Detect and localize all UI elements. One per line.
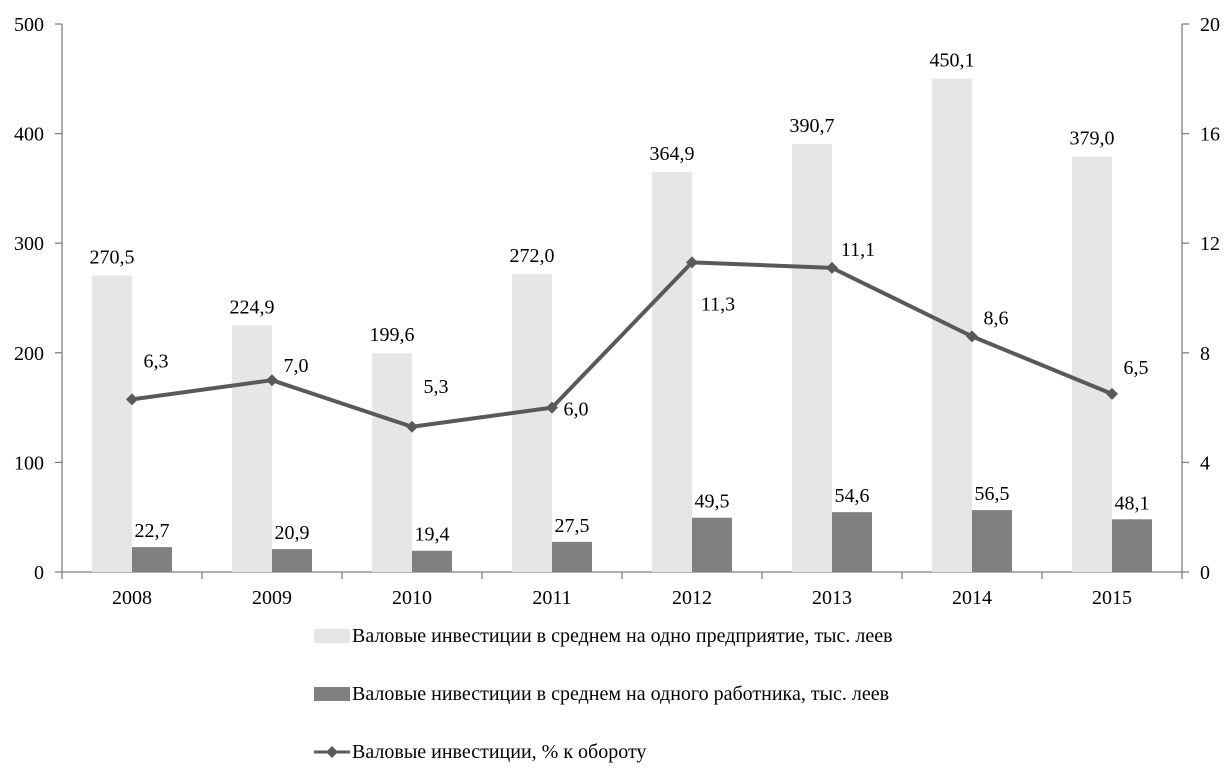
data-label-turnover: 11,1 bbox=[841, 239, 875, 261]
bars bbox=[92, 78, 1152, 573]
legend-swatch-enterprise bbox=[314, 629, 350, 643]
data-label-enterprise: 364,9 bbox=[650, 143, 695, 165]
data-label-worker: 49,5 bbox=[695, 491, 730, 513]
line-point-diamond bbox=[1106, 387, 1118, 400]
data-label-worker: 48,1 bbox=[1115, 492, 1150, 514]
bar-worker bbox=[552, 541, 592, 572]
y-left-tick-label: 400 bbox=[14, 124, 44, 146]
x-tick-label: 2014 bbox=[952, 587, 992, 609]
x-tick-label: 2009 bbox=[252, 587, 292, 609]
line-point-diamond bbox=[406, 420, 418, 433]
bar-enterprise bbox=[512, 273, 552, 572]
legend-label-worker: Валовые нивестиции в среднем на одного р… bbox=[352, 683, 889, 705]
bar-worker bbox=[132, 547, 172, 572]
data-label-enterprise: 272,0 bbox=[510, 245, 555, 267]
y-right-tick-label: 16 bbox=[1200, 124, 1220, 146]
data-label-enterprise: 224,9 bbox=[230, 297, 275, 319]
data-label-enterprise: 199,6 bbox=[370, 324, 415, 346]
data-label-worker: 20,9 bbox=[275, 522, 310, 544]
y-right-tick-label: 0 bbox=[1200, 562, 1210, 584]
data-label-enterprise: 379,0 bbox=[1070, 128, 1115, 150]
bar-worker bbox=[832, 512, 872, 572]
data-label-turnover: 11,3 bbox=[701, 293, 735, 315]
y-left-tick-label: 0 bbox=[34, 562, 44, 584]
x-tick-label: 2008 bbox=[112, 587, 152, 609]
data-label-turnover: 5,3 bbox=[424, 376, 449, 398]
line-point-diamond bbox=[686, 256, 698, 269]
bar-enterprise bbox=[1072, 156, 1112, 572]
line-point-diamond bbox=[126, 393, 138, 406]
data-label-worker: 54,6 bbox=[835, 485, 870, 507]
data-label-enterprise: 450,1 bbox=[930, 50, 975, 72]
data-label-enterprise: 270,5 bbox=[90, 247, 135, 269]
data-label-worker: 22,7 bbox=[135, 520, 170, 542]
data-label-worker: 19,4 bbox=[415, 524, 450, 546]
data-label-worker: 56,5 bbox=[975, 483, 1010, 505]
data-labels: 270,5 22,7 224,9 20,9 199,6 19,4 272,0 27,5 364,… bbox=[90, 50, 1150, 546]
data-label-turnover: 8,6 bbox=[984, 307, 1009, 329]
bar-enterprise bbox=[92, 275, 132, 572]
bar-enterprise bbox=[372, 353, 412, 572]
bar-enterprise bbox=[232, 325, 272, 572]
data-label-enterprise: 390,7 bbox=[790, 115, 835, 137]
bar-enterprise bbox=[652, 172, 692, 573]
x-tick-label: 2015 bbox=[1092, 587, 1132, 609]
legend-label-turnover: Валовые инвестиции, % к обороту bbox=[352, 741, 646, 763]
line-turnover-share bbox=[131, 260, 1113, 429]
line-point-diamond bbox=[966, 330, 978, 343]
line-point-diamond bbox=[266, 374, 278, 387]
data-label-turnover: 6,3 bbox=[144, 350, 169, 372]
legend: Валовые инвестиции в среднем на одно пре… bbox=[314, 625, 893, 763]
y-left-tick-label: 100 bbox=[14, 452, 44, 474]
data-label-turnover: 7,0 bbox=[284, 355, 309, 377]
x-tick-label: 2011 bbox=[532, 587, 571, 609]
y-right-tick-label: 12 bbox=[1200, 233, 1220, 255]
y-left-tick-label: 300 bbox=[14, 233, 44, 255]
legend-label-enterprise: Валовые инвестиции в среднем на одно пре… bbox=[352, 625, 893, 647]
bar-worker bbox=[272, 549, 312, 572]
line-series bbox=[126, 256, 1118, 433]
y-right-tick-label: 4 bbox=[1200, 452, 1210, 474]
x-tick-label: 2012 bbox=[672, 587, 712, 609]
x-tick-label: 2010 bbox=[392, 587, 432, 609]
bar-worker bbox=[972, 510, 1012, 572]
legend-swatch-diamond bbox=[326, 746, 338, 758]
axes: 0 100 200 300 400 500 0 4 8 12 16 20 2008 2009 2010 201… bbox=[14, 14, 1220, 609]
y-right-tick-label: 8 bbox=[1200, 343, 1210, 365]
line-point-diamond bbox=[826, 261, 838, 274]
bar-enterprise bbox=[792, 143, 832, 573]
x-tick-label: 2013 bbox=[812, 587, 852, 609]
data-label-worker: 27,5 bbox=[555, 515, 590, 537]
data-label-turnover: 6,5 bbox=[1124, 357, 1149, 379]
y-left-tick-label: 500 bbox=[14, 14, 44, 36]
legend-swatch-worker bbox=[314, 687, 350, 701]
line-point-diamond bbox=[546, 401, 558, 414]
y-left-tick-label: 200 bbox=[14, 343, 44, 365]
bar-worker bbox=[412, 550, 452, 572]
bar-worker bbox=[692, 517, 732, 572]
bar-worker bbox=[1112, 519, 1152, 572]
data-label-turnover: 6,0 bbox=[564, 399, 589, 421]
y-right-tick-label: 20 bbox=[1200, 14, 1220, 36]
